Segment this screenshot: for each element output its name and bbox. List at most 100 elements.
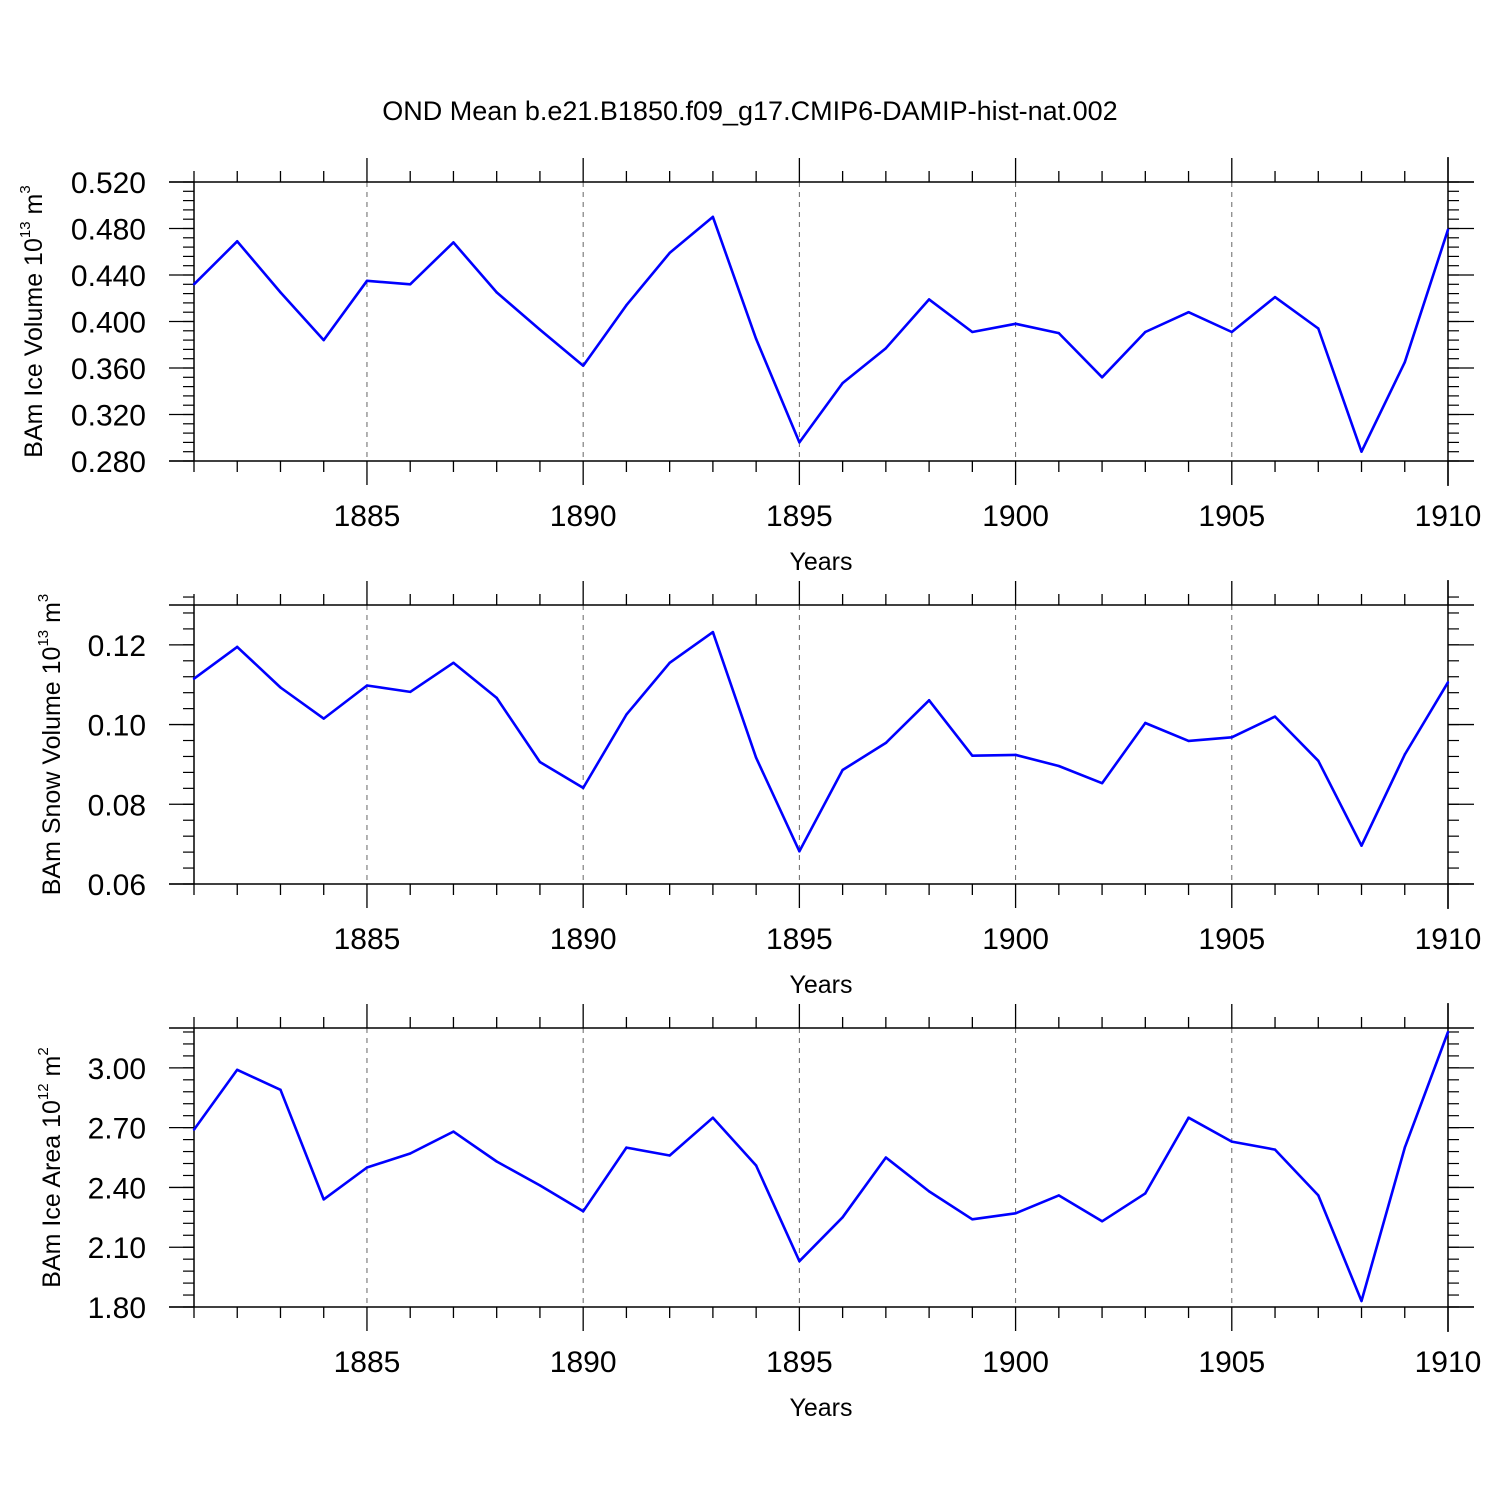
data-point <box>1187 311 1190 314</box>
data-point <box>1057 1194 1061 1197</box>
y-tick-label: 2.10 <box>88 1232 146 1265</box>
data-point <box>971 330 974 334</box>
figure-title: OND Mean b.e21.B1850.f09_g17.CMIP6-DAMIP… <box>382 96 1117 126</box>
y-tick-label: 0.06 <box>88 869 146 902</box>
data-point <box>1273 715 1277 718</box>
x-tick-label: 1895 <box>766 1346 833 1379</box>
data-point <box>279 291 282 294</box>
x-axis-title: Years <box>789 548 852 576</box>
data-point <box>625 1146 628 1149</box>
data-point <box>1317 327 1320 330</box>
data-point <box>884 741 888 745</box>
panel-1: 1885 1890 1895 1900 1905 1910 0.280 0.320 0.360 0… <box>17 157 1481 576</box>
data-point <box>1403 753 1406 756</box>
data-point <box>841 768 844 772</box>
data-point <box>1014 753 1017 757</box>
data-point <box>192 677 196 680</box>
data-point <box>1144 1192 1147 1195</box>
data-point <box>452 661 455 664</box>
data-point <box>452 1130 455 1133</box>
data-point <box>1446 681 1450 684</box>
y-tick-label: 0.08 <box>88 789 146 822</box>
y-axis-title: BAm Snow Volume 1013 m3 <box>35 594 66 896</box>
data-point <box>971 754 974 757</box>
data-point <box>192 283 196 286</box>
data-point <box>409 1152 412 1155</box>
data-point <box>1014 322 1017 326</box>
series-line <box>192 1031 1450 1303</box>
data-point <box>625 304 628 307</box>
data-point <box>538 328 542 331</box>
data-point <box>236 240 239 243</box>
x-tick-label: 1895 <box>766 923 833 956</box>
data-point <box>1100 781 1104 785</box>
y-tick-label: 3.00 <box>88 1053 146 1086</box>
data-point <box>409 690 412 694</box>
data-point <box>1230 736 1233 739</box>
data-point <box>754 337 758 341</box>
x-axis-title: Years <box>789 971 852 999</box>
panel-3: 1885 1890 1895 1900 1905 1910 1.80 2.10 2.40 2.70… <box>35 1003 1481 1422</box>
x-tick-label: 1905 <box>1198 1346 1265 1379</box>
x-tick-label: 1900 <box>982 923 1049 956</box>
data-point <box>754 756 758 759</box>
y-tick-label: 1.80 <box>88 1292 146 1325</box>
data-point <box>1446 1030 1450 1034</box>
x-tick-label: 1885 <box>334 923 401 956</box>
data-point <box>279 1088 282 1091</box>
data-point <box>236 645 239 649</box>
x-tick-label: 1910 <box>1415 500 1482 533</box>
data-point <box>1446 228 1450 231</box>
y-tick-label: 0.520 <box>71 167 146 200</box>
data-point <box>1100 1220 1104 1223</box>
data-point <box>798 441 801 444</box>
data-point <box>625 713 628 716</box>
x-tick-label: 1895 <box>766 500 833 533</box>
y-tick-label: 0.480 <box>71 214 146 247</box>
data-point <box>711 215 715 219</box>
y-axis-title: BAm Ice Volume 1013 m3 <box>17 185 48 457</box>
x-tick-label: 1905 <box>1198 500 1265 533</box>
data-point <box>322 1198 325 1201</box>
data-point <box>1144 721 1147 725</box>
data-point <box>495 291 498 294</box>
y-tick-label: 2.40 <box>88 1172 146 1205</box>
x-tick-label: 1905 <box>1198 923 1265 956</box>
data-point <box>581 364 585 367</box>
data-point <box>711 1116 715 1119</box>
data-point <box>1057 764 1061 768</box>
x-axis-title: Years <box>789 1394 852 1422</box>
data-point <box>538 1184 542 1187</box>
series-line <box>193 215 1450 454</box>
x-tick-label: 1910 <box>1415 1346 1482 1379</box>
data-point <box>711 630 715 634</box>
data-point <box>754 1164 758 1167</box>
y-tick-label: 0.10 <box>88 710 146 743</box>
y-tick-label: 0.440 <box>71 260 146 293</box>
x-tick-label: 1885 <box>334 1346 401 1379</box>
y-axis-title: BAm Ice Area 1012 m2 <box>35 1047 66 1287</box>
data-point <box>365 1166 369 1169</box>
data-point <box>927 298 931 301</box>
data-point <box>581 786 585 790</box>
data-point <box>798 850 801 853</box>
panel-2: 1885 1890 1895 1900 1905 1910 0.06 0.08 0.10 0.12… <box>35 580 1481 999</box>
data-point <box>884 1156 888 1159</box>
data-point <box>971 1218 974 1221</box>
x-tick-label: 1890 <box>550 1346 617 1379</box>
y-tick-label: 0.320 <box>71 400 146 433</box>
data-point <box>279 686 282 689</box>
y-tick-label: 0.400 <box>71 307 146 340</box>
y-tick-label: 0.360 <box>71 353 146 386</box>
data-point <box>1144 330 1147 334</box>
data-point <box>192 1128 196 1131</box>
data-point <box>1273 295 1277 299</box>
data-point <box>236 1068 239 1072</box>
data-point <box>927 699 931 702</box>
data-point <box>798 1259 801 1263</box>
data-point <box>581 1210 585 1213</box>
data-point <box>668 1154 671 1157</box>
data-point <box>1273 1148 1277 1151</box>
x-tick-label: 1900 <box>982 500 1049 533</box>
